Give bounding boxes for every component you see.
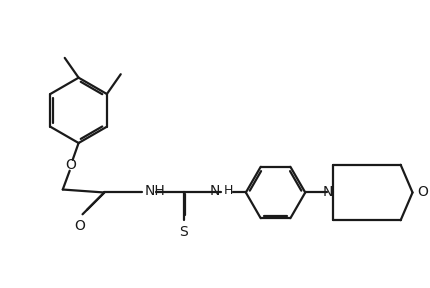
Text: S: S [179,225,187,239]
Text: N: N [209,183,220,198]
Text: O: O [417,185,427,198]
Text: H: H [224,184,233,197]
Text: N: N [322,185,332,198]
Text: NH: NH [144,183,165,198]
Text: O: O [65,158,76,172]
Text: O: O [74,219,85,233]
